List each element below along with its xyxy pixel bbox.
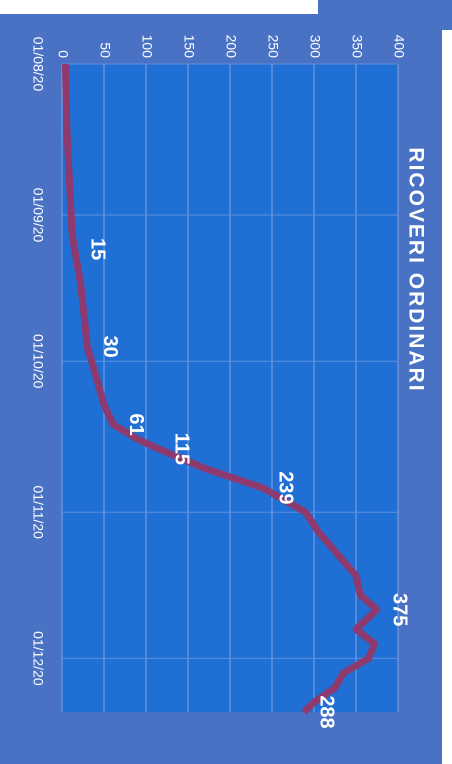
y-tick-label: 200 xyxy=(223,35,239,59)
data-label: 375 xyxy=(389,593,411,626)
y-tick-label: 350 xyxy=(349,35,365,59)
y-tick-label: 100 xyxy=(139,35,155,59)
y-tick-label: 150 xyxy=(181,35,197,59)
x-tick-label: 01/09/20 xyxy=(30,188,46,243)
x-tick-label: 01/10/20 xyxy=(30,334,46,389)
data-label: 61 xyxy=(125,413,147,435)
x-tick-label: 01/12/20 xyxy=(30,631,46,686)
x-tick-label: 01/08/20 xyxy=(30,37,46,92)
y-tick-label: 250 xyxy=(265,35,281,59)
y-tick-label: 0 xyxy=(55,50,71,58)
side-strip xyxy=(442,30,452,764)
x-tick-label: 01/11/20 xyxy=(30,486,46,540)
data-label: 15 xyxy=(86,238,108,260)
data-label: 30 xyxy=(99,335,121,357)
y-tick-label: 50 xyxy=(97,42,113,58)
rotated-chart: RICOVERI ORDINARI 0 50 100 150 200 250 300 350 4… xyxy=(30,35,427,729)
data-line xyxy=(61,63,381,715)
chart-title: RICOVERI ORDINARI xyxy=(404,147,427,392)
y-tick-label: 300 xyxy=(307,35,323,59)
data-label: 115 xyxy=(170,433,192,465)
top-strip xyxy=(0,0,318,14)
data-label: 288 xyxy=(316,695,338,728)
data-label: 239 xyxy=(274,471,296,504)
y-tick-label: 400 xyxy=(391,35,407,59)
